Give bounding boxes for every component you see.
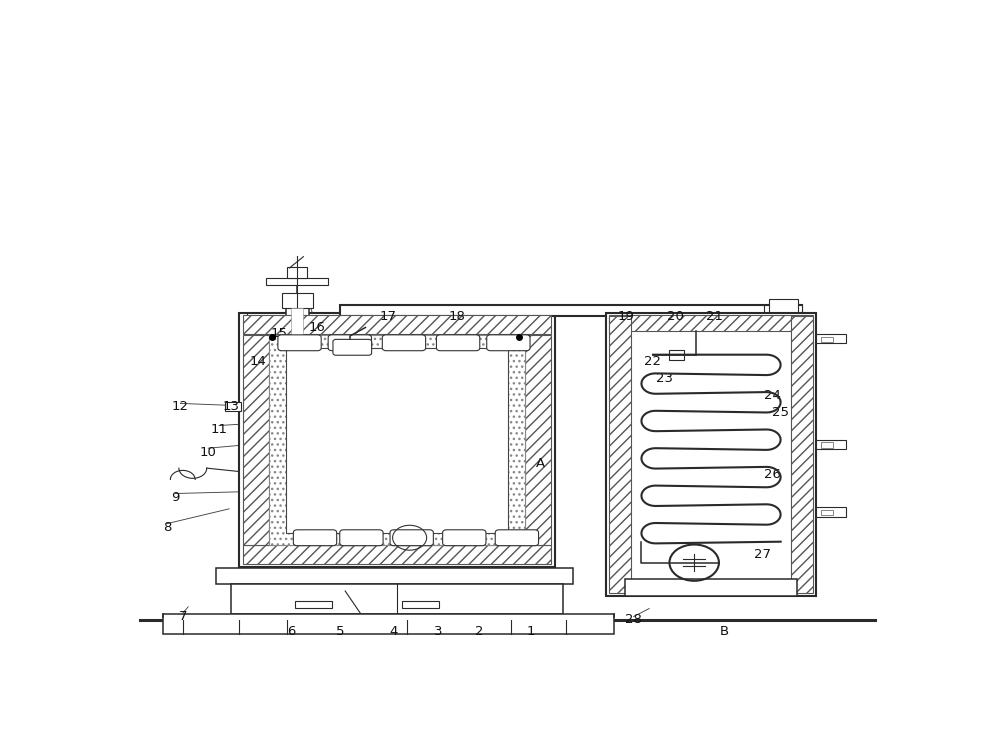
Text: 26: 26 [764, 468, 781, 481]
Text: 8: 8 [163, 521, 172, 534]
Bar [820, 336, 833, 342]
Bar [244, 545, 551, 565]
FancyBboxPatch shape [333, 339, 371, 355]
Text: 4: 4 [390, 625, 398, 637]
Bar [769, 299, 798, 322]
Text: 17: 17 [379, 310, 396, 322]
FancyBboxPatch shape [293, 530, 336, 545]
Text: 12: 12 [172, 400, 189, 414]
Bar [820, 510, 833, 515]
Bar [339, 305, 801, 316]
Bar [625, 578, 796, 595]
Bar [226, 403, 241, 411]
Bar [609, 316, 631, 593]
Text: 14: 14 [250, 355, 266, 368]
Text: 23: 23 [656, 372, 673, 385]
Text: 2: 2 [475, 625, 483, 637]
Text: 11: 11 [211, 423, 228, 436]
Bar [820, 442, 833, 447]
Text: 20: 20 [667, 310, 684, 322]
Bar [606, 314, 816, 595]
Bar [401, 601, 439, 608]
Text: B: B [720, 625, 729, 637]
Text: 13: 13 [223, 400, 240, 414]
Bar [240, 314, 555, 567]
Text: 3: 3 [434, 625, 442, 637]
Bar [244, 336, 269, 545]
Bar [269, 336, 525, 545]
Text: 6: 6 [286, 625, 295, 637]
FancyBboxPatch shape [382, 335, 425, 351]
Bar [686, 314, 706, 316]
Bar [285, 308, 308, 412]
FancyBboxPatch shape [487, 335, 530, 351]
Text: A: A [536, 457, 546, 470]
Bar [232, 584, 563, 614]
Bar [791, 316, 813, 593]
Bar [816, 439, 845, 449]
Bar [816, 334, 845, 344]
Bar [295, 601, 332, 608]
Text: 10: 10 [200, 446, 217, 459]
Bar [216, 568, 573, 584]
Bar [669, 350, 685, 361]
Text: 28: 28 [625, 613, 642, 626]
Bar [244, 315, 551, 334]
Bar [764, 305, 801, 316]
Text: 19: 19 [618, 310, 635, 322]
FancyBboxPatch shape [339, 530, 383, 545]
Text: 15: 15 [270, 327, 288, 339]
Bar [164, 615, 614, 634]
FancyBboxPatch shape [390, 530, 433, 545]
FancyBboxPatch shape [443, 530, 486, 545]
Bar [291, 308, 303, 412]
Bar [281, 294, 312, 308]
Bar [525, 336, 551, 545]
FancyBboxPatch shape [436, 335, 480, 351]
Text: 27: 27 [754, 548, 771, 561]
Text: 24: 24 [764, 389, 781, 402]
Text: 21: 21 [706, 310, 723, 322]
Text: 16: 16 [308, 321, 325, 334]
Bar [609, 315, 813, 331]
Text: 18: 18 [449, 310, 466, 322]
Bar [266, 278, 328, 285]
Text: 5: 5 [335, 625, 344, 637]
Bar [287, 267, 307, 278]
Text: 22: 22 [644, 355, 661, 368]
Text: 9: 9 [171, 491, 180, 504]
Text: 1: 1 [527, 625, 535, 637]
FancyBboxPatch shape [328, 335, 371, 351]
Bar [816, 507, 845, 517]
FancyBboxPatch shape [495, 530, 539, 545]
FancyBboxPatch shape [277, 335, 321, 351]
Text: 25: 25 [772, 406, 789, 419]
Bar [286, 348, 508, 533]
Text: 7: 7 [179, 610, 187, 623]
